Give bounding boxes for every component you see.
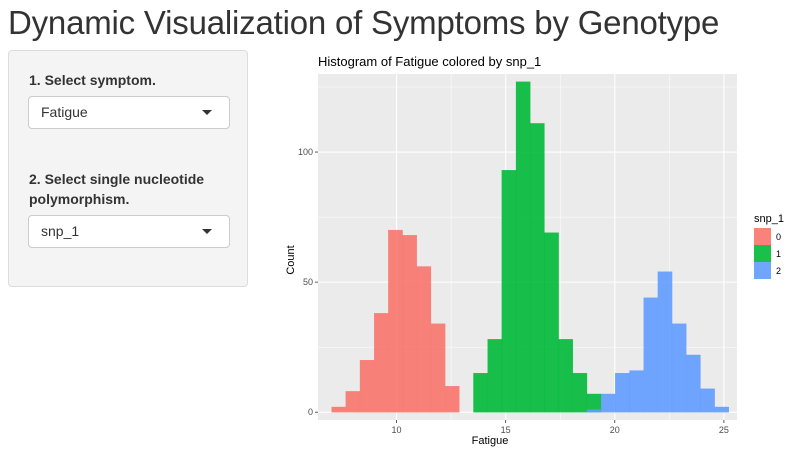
chevron-down-icon xyxy=(202,110,212,115)
histogram-bar xyxy=(345,391,361,413)
histogram-bar xyxy=(686,354,701,413)
legend: snp_1 0 1 2 xyxy=(754,213,784,279)
histogram-bar xyxy=(515,81,531,413)
histogram-bar xyxy=(530,123,545,413)
histogram-bar xyxy=(671,323,687,413)
symptom-select-value: Fatigue xyxy=(41,104,88,120)
y-axis-label: Count xyxy=(285,245,297,274)
legend-key xyxy=(754,228,771,245)
snp-select[interactable]: snp_1 xyxy=(28,215,230,248)
histogram-bar xyxy=(416,266,432,413)
y-tick-label: 100 xyxy=(298,147,313,157)
histogram-bar xyxy=(643,297,659,413)
chart-title: Histogram of Fatigue colored by snp_1 xyxy=(318,54,541,69)
legend-label: 1 xyxy=(776,249,781,259)
histogram-bar xyxy=(558,339,573,413)
snp-select-label: 2. Select single nucleotide polymorphism… xyxy=(29,171,205,207)
histogram-bar xyxy=(544,232,559,413)
x-tick-label: 20 xyxy=(610,425,620,435)
histogram-bar xyxy=(700,388,715,413)
y-tick-label: 50 xyxy=(303,277,313,287)
histogram-bar xyxy=(374,313,389,413)
histogram-bar xyxy=(473,373,488,413)
x-axis-label: Fatigue xyxy=(472,435,509,447)
histogram-bar xyxy=(572,373,588,413)
legend-key xyxy=(754,245,771,262)
snp-select-value: snp_1 xyxy=(41,223,80,239)
histogram-plot: Histogram of Fatigue colored by snp_1 10… xyxy=(285,54,784,447)
legend-title: snp_1 xyxy=(754,213,784,225)
histogram-bar xyxy=(586,409,602,413)
input-sidebar: 1. Select symptom. Fatigue 2. Select sin… xyxy=(8,50,248,287)
x-tick-label: 15 xyxy=(501,425,511,435)
histogram-bar xyxy=(402,235,417,413)
symptom-select[interactable]: Fatigue xyxy=(28,96,230,129)
page-title: Dynamic Visualization of Symptoms by Gen… xyxy=(8,4,720,41)
histogram-bar xyxy=(501,170,517,413)
histogram-bar xyxy=(615,373,630,413)
histogram-bar xyxy=(657,271,673,413)
histogram-bar xyxy=(359,360,375,413)
histogram-bar xyxy=(444,386,460,413)
histogram-bar xyxy=(331,406,346,413)
legend-label: 0 xyxy=(776,232,781,242)
histogram-bar xyxy=(601,393,616,413)
y-tick-label: 0 xyxy=(308,407,313,417)
histogram-bar xyxy=(430,323,446,413)
histogram-bar xyxy=(629,370,644,413)
symptom-select-label: 1. Select symptom. xyxy=(29,72,156,88)
histogram-bar xyxy=(714,406,729,413)
legend-label: 2 xyxy=(776,266,781,276)
legend-key xyxy=(754,262,771,279)
histogram-bar xyxy=(487,339,503,413)
x-tick-label: 25 xyxy=(719,425,729,435)
x-tick-label: 10 xyxy=(392,425,402,435)
histogram-bar xyxy=(388,229,403,413)
chevron-down-icon xyxy=(202,229,212,234)
